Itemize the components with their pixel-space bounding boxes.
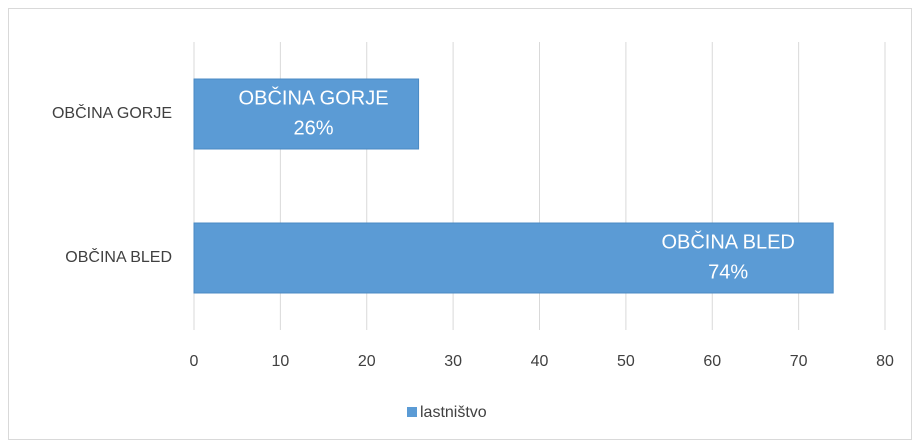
x-tick-label: 10 (271, 353, 289, 370)
x-tick-label: 70 (790, 353, 808, 370)
data-label: 26% (294, 117, 334, 139)
x-tick-label: 60 (703, 353, 721, 370)
data-label-name: OBČINA BLED (661, 230, 794, 253)
x-tick-label: 40 (531, 353, 549, 370)
data-label: 74% (708, 261, 748, 283)
x-tick-label: 30 (444, 353, 462, 370)
x-tick-label: 50 (617, 353, 635, 370)
bar (193, 78, 420, 150)
x-tick-label: 80 (876, 353, 894, 370)
x-tick-label: 0 (190, 353, 199, 370)
legend-label: lastništvo (420, 404, 487, 421)
y-tick-label: OBČINA BLED (65, 247, 172, 266)
legend-swatch (407, 407, 417, 417)
x-tick-label: 20 (358, 353, 376, 370)
bar (193, 222, 834, 294)
data-label-name: OBČINA GORJE (239, 86, 389, 109)
y-tick-label: OBČINA GORJE (52, 103, 172, 122)
